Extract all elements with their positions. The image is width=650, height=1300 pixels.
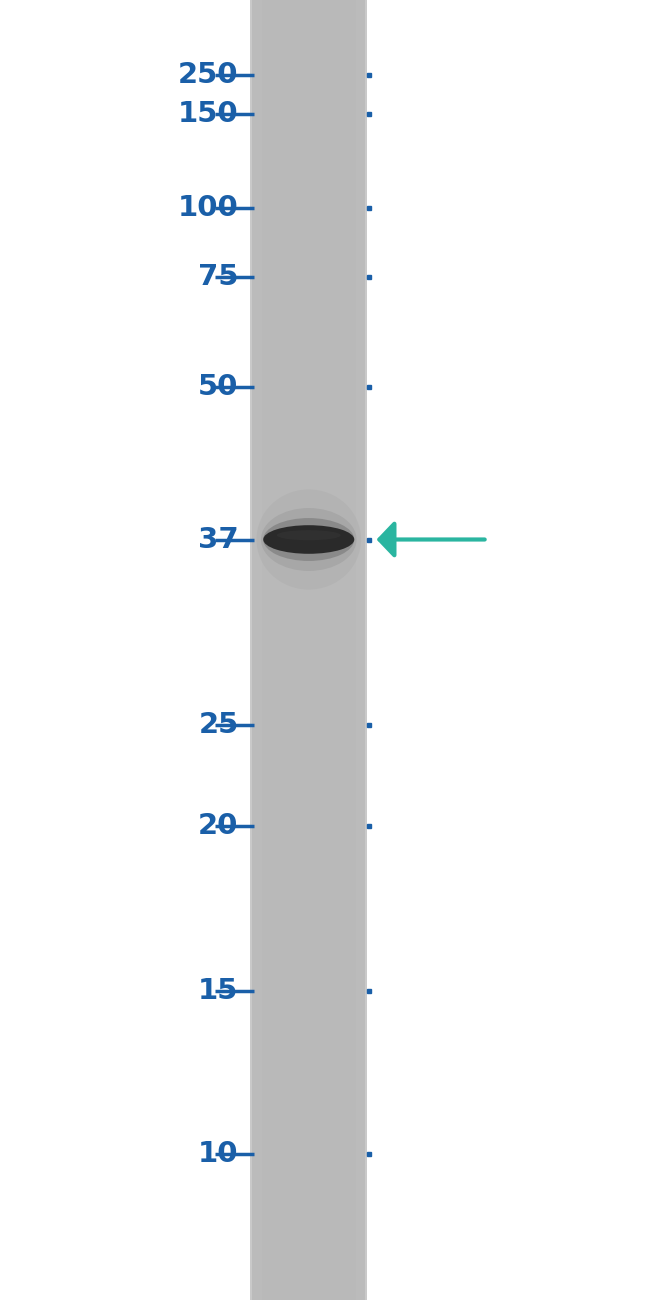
Text: 10: 10 (198, 1140, 239, 1169)
Text: 150: 150 (178, 100, 239, 129)
Bar (250, 0, 367, 1300)
Text: 20: 20 (198, 811, 239, 840)
Ellipse shape (277, 530, 341, 541)
Bar (365, 0, 367, 1300)
Ellipse shape (263, 517, 354, 562)
Text: 15: 15 (198, 976, 239, 1005)
Text: 100: 100 (178, 194, 239, 222)
Text: 25: 25 (198, 711, 239, 740)
Bar (250, 0, 252, 1300)
Ellipse shape (261, 508, 356, 571)
Text: 75: 75 (198, 263, 239, 291)
Ellipse shape (263, 525, 354, 554)
Text: 50: 50 (198, 373, 239, 402)
Text: 37: 37 (198, 525, 239, 554)
Ellipse shape (256, 490, 361, 590)
Text: 250: 250 (178, 61, 239, 90)
Bar (262, 0, 356, 1300)
